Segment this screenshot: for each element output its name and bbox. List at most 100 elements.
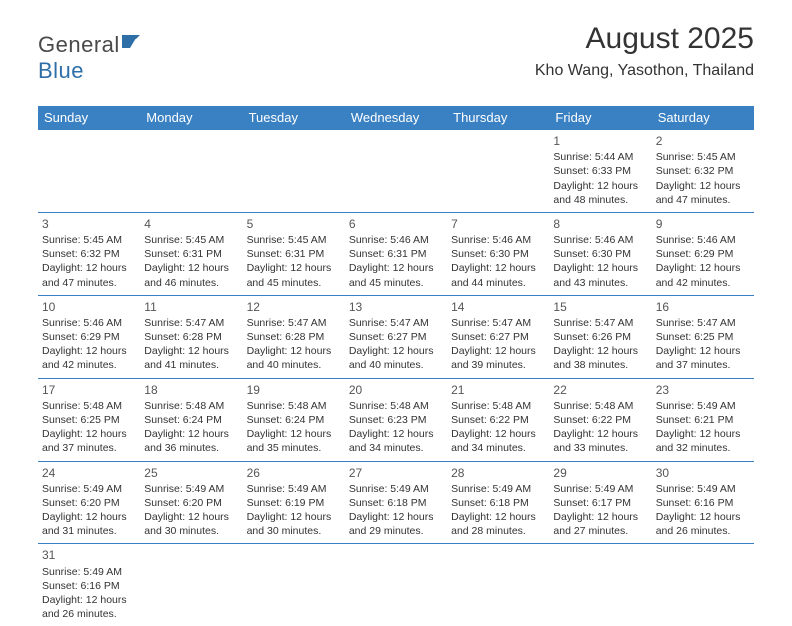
sunset-text: Sunset: 6:29 PM [42,330,136,344]
sunrise-text: Sunrise: 5:49 AM [144,482,238,496]
col-wednesday: Wednesday [345,106,447,130]
calendar-day-cell: 30Sunrise: 5:49 AMSunset: 6:16 PMDayligh… [652,461,754,544]
calendar-day-cell: 23Sunrise: 5:49 AMSunset: 6:21 PMDayligh… [652,378,754,461]
daylight-text: Daylight: 12 hours and 34 minutes. [451,427,545,455]
day-number: 30 [656,465,750,481]
calendar-day-cell: 20Sunrise: 5:48 AMSunset: 6:23 PMDayligh… [345,378,447,461]
daylight-text: Daylight: 12 hours and 45 minutes. [247,261,341,289]
sunrise-text: Sunrise: 5:48 AM [42,399,136,413]
day-number: 20 [349,382,443,398]
sunset-text: Sunset: 6:25 PM [42,413,136,427]
sunrise-text: Sunrise: 5:46 AM [451,233,545,247]
daylight-text: Daylight: 12 hours and 47 minutes. [42,261,136,289]
sunrise-text: Sunrise: 5:49 AM [42,482,136,496]
daylight-text: Daylight: 12 hours and 31 minutes. [42,510,136,538]
daylight-text: Daylight: 12 hours and 40 minutes. [247,344,341,372]
calendar-day-cell: 26Sunrise: 5:49 AMSunset: 6:19 PMDayligh… [243,461,345,544]
calendar-day-cell: 4Sunrise: 5:45 AMSunset: 6:31 PMDaylight… [140,212,242,295]
day-number: 7 [451,216,545,232]
sunset-text: Sunset: 6:16 PM [42,579,136,593]
calendar-day-cell: 19Sunrise: 5:48 AMSunset: 6:24 PMDayligh… [243,378,345,461]
sunrise-text: Sunrise: 5:48 AM [553,399,647,413]
sunset-text: Sunset: 6:21 PM [656,413,750,427]
daylight-text: Daylight: 12 hours and 46 minutes. [144,261,238,289]
sunrise-text: Sunrise: 5:45 AM [656,150,750,164]
sunset-text: Sunset: 6:22 PM [451,413,545,427]
brand-part1: General [38,32,120,57]
col-friday: Friday [549,106,651,130]
day-number: 11 [144,299,238,315]
sunset-text: Sunset: 6:30 PM [553,247,647,261]
daylight-text: Daylight: 12 hours and 42 minutes. [42,344,136,372]
sunrise-text: Sunrise: 5:47 AM [656,316,750,330]
daylight-text: Daylight: 12 hours and 26 minutes. [656,510,750,538]
calendar-day-cell [243,544,345,626]
sunrise-text: Sunrise: 5:49 AM [656,482,750,496]
calendar-day-cell [549,544,651,626]
sunset-text: Sunset: 6:28 PM [144,330,238,344]
sunset-text: Sunset: 6:17 PM [553,496,647,510]
calendar-week-row: 17Sunrise: 5:48 AMSunset: 6:25 PMDayligh… [38,378,754,461]
sunrise-text: Sunrise: 5:44 AM [553,150,647,164]
daylight-text: Daylight: 12 hours and 34 minutes. [349,427,443,455]
calendar-day-cell [345,544,447,626]
sunset-text: Sunset: 6:24 PM [247,413,341,427]
calendar-day-cell [652,544,754,626]
calendar-day-cell: 16Sunrise: 5:47 AMSunset: 6:25 PMDayligh… [652,295,754,378]
day-number: 25 [144,465,238,481]
day-number: 4 [144,216,238,232]
day-number: 15 [553,299,647,315]
sunset-text: Sunset: 6:18 PM [451,496,545,510]
calendar-day-cell: 14Sunrise: 5:47 AMSunset: 6:27 PMDayligh… [447,295,549,378]
flag-icon [122,35,144,51]
month-title: August 2025 [535,22,754,56]
daylight-text: Daylight: 12 hours and 35 minutes. [247,427,341,455]
calendar-day-cell: 18Sunrise: 5:48 AMSunset: 6:24 PMDayligh… [140,378,242,461]
day-number: 16 [656,299,750,315]
day-number: 8 [553,216,647,232]
calendar-week-row: 24Sunrise: 5:49 AMSunset: 6:20 PMDayligh… [38,461,754,544]
sunset-text: Sunset: 6:30 PM [451,247,545,261]
calendar-day-cell: 2Sunrise: 5:45 AMSunset: 6:32 PMDaylight… [652,130,754,212]
calendar-week-row: 10Sunrise: 5:46 AMSunset: 6:29 PMDayligh… [38,295,754,378]
sunrise-text: Sunrise: 5:45 AM [42,233,136,247]
calendar-day-cell: 1Sunrise: 5:44 AMSunset: 6:33 PMDaylight… [549,130,651,212]
brand-part2: Blue [38,58,84,83]
sunset-text: Sunset: 6:26 PM [553,330,647,344]
day-number: 27 [349,465,443,481]
sunset-text: Sunset: 6:19 PM [247,496,341,510]
sunset-text: Sunset: 6:29 PM [656,247,750,261]
sunset-text: Sunset: 6:28 PM [247,330,341,344]
daylight-text: Daylight: 12 hours and 45 minutes. [349,261,443,289]
day-number: 24 [42,465,136,481]
sunrise-text: Sunrise: 5:48 AM [247,399,341,413]
daylight-text: Daylight: 12 hours and 30 minutes. [144,510,238,538]
sunrise-text: Sunrise: 5:47 AM [247,316,341,330]
day-number: 18 [144,382,238,398]
sunset-text: Sunset: 6:31 PM [349,247,443,261]
day-number: 31 [42,547,136,563]
calendar-day-cell: 9Sunrise: 5:46 AMSunset: 6:29 PMDaylight… [652,212,754,295]
calendar-day-cell [243,130,345,212]
daylight-text: Daylight: 12 hours and 29 minutes. [349,510,443,538]
col-sunday: Sunday [38,106,140,130]
calendar-day-cell: 11Sunrise: 5:47 AMSunset: 6:28 PMDayligh… [140,295,242,378]
daylight-text: Daylight: 12 hours and 42 minutes. [656,261,750,289]
day-number: 3 [42,216,136,232]
sunset-text: Sunset: 6:20 PM [42,496,136,510]
day-number: 10 [42,299,136,315]
col-tuesday: Tuesday [243,106,345,130]
calendar-day-cell: 22Sunrise: 5:48 AMSunset: 6:22 PMDayligh… [549,378,651,461]
calendar-day-cell: 13Sunrise: 5:47 AMSunset: 6:27 PMDayligh… [345,295,447,378]
calendar-table: Sunday Monday Tuesday Wednesday Thursday… [38,106,754,626]
calendar-day-cell [140,130,242,212]
sunset-text: Sunset: 6:33 PM [553,164,647,178]
calendar-day-cell: 29Sunrise: 5:49 AMSunset: 6:17 PMDayligh… [549,461,651,544]
day-number: 21 [451,382,545,398]
sunrise-text: Sunrise: 5:46 AM [349,233,443,247]
sunrise-text: Sunrise: 5:49 AM [349,482,443,496]
calendar-week-row: 1Sunrise: 5:44 AMSunset: 6:33 PMDaylight… [38,130,754,212]
calendar-day-cell: 3Sunrise: 5:45 AMSunset: 6:32 PMDaylight… [38,212,140,295]
day-number: 22 [553,382,647,398]
daylight-text: Daylight: 12 hours and 48 minutes. [553,179,647,207]
